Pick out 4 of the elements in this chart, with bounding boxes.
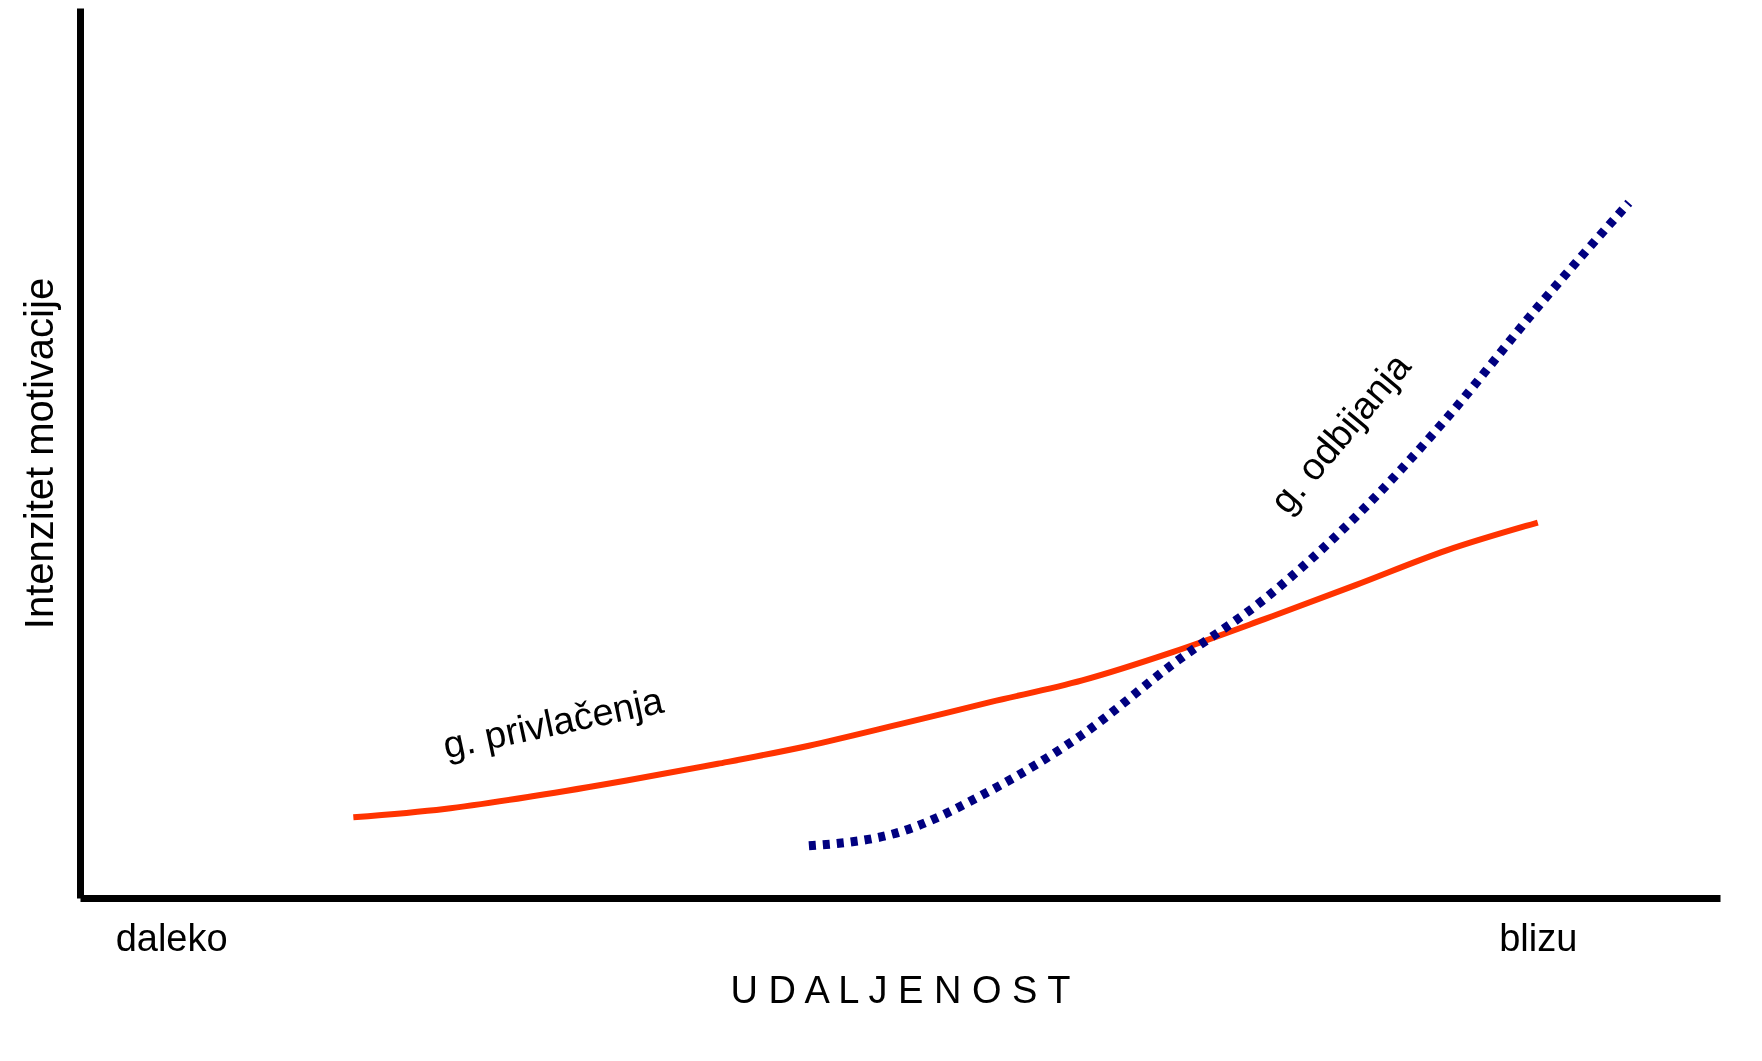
x-tick-label: blizu (1499, 916, 1578, 959)
x-tick-label: daleko (115, 916, 228, 959)
y-axis-title: Intenzitet motivacije (16, 277, 61, 630)
x-axis-title: U D A L J E N O S T (730, 968, 1071, 1011)
